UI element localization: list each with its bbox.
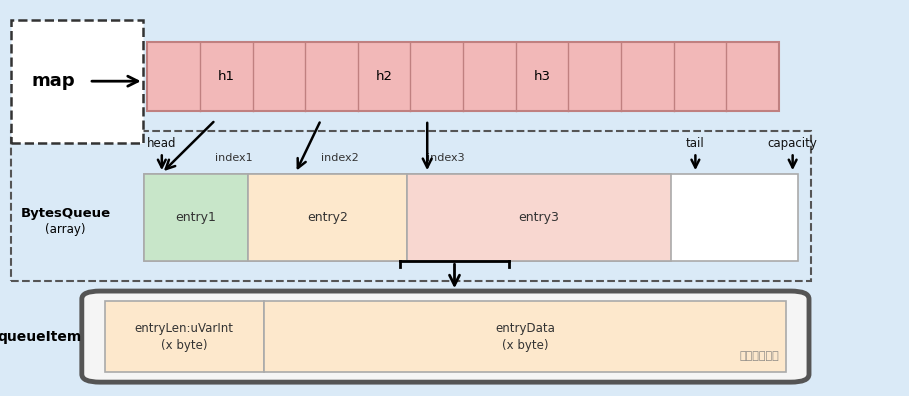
Text: queueItem: queueItem <box>0 329 82 344</box>
Text: head: head <box>147 137 176 150</box>
Text: entryLen:uVarInt
(x byte): entryLen:uVarInt (x byte) <box>135 322 234 352</box>
Bar <box>407 174 671 261</box>
Bar <box>248 174 407 261</box>
Text: (array): (array) <box>45 223 85 236</box>
FancyBboxPatch shape <box>82 291 809 382</box>
Text: h1: h1 <box>218 70 235 83</box>
Text: h2: h2 <box>375 70 393 83</box>
Text: index1: index1 <box>215 153 253 164</box>
Bar <box>144 174 798 261</box>
Text: entry3: entry3 <box>519 211 559 224</box>
Text: map: map <box>32 72 75 90</box>
Text: index3: index3 <box>427 153 464 164</box>
Text: index2: index2 <box>321 153 359 164</box>
Bar <box>11 20 143 143</box>
Text: entry1: entry1 <box>175 211 216 224</box>
Bar <box>144 174 248 261</box>
Bar <box>264 301 786 372</box>
Text: capacity: capacity <box>768 137 817 150</box>
Text: BytesQueue: BytesQueue <box>20 208 111 220</box>
Text: entry2: entry2 <box>307 211 348 224</box>
Bar <box>11 131 811 281</box>
Bar <box>105 301 264 372</box>
Text: h3: h3 <box>534 70 551 83</box>
Text: tail: tail <box>686 137 704 150</box>
Text: entryData
(x byte): entryData (x byte) <box>495 322 554 352</box>
Text: 翔叔架构笔记: 翔叔架构笔记 <box>739 351 779 362</box>
Bar <box>147 42 779 111</box>
